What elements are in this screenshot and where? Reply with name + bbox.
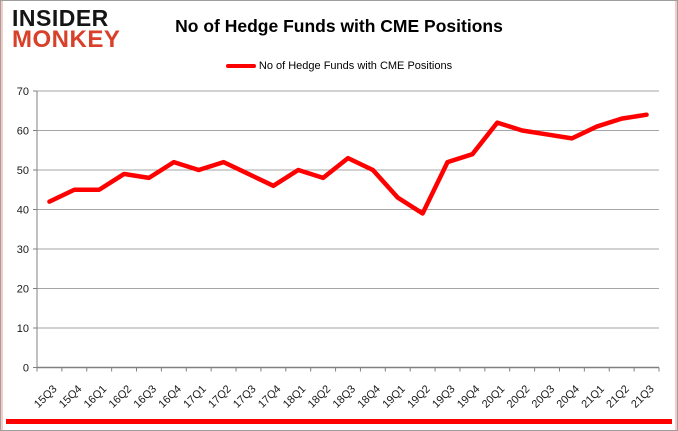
x-axis-label: 17Q3: [231, 383, 259, 411]
x-axis-label: 19Q1: [380, 383, 408, 411]
x-axis-label: 16Q4: [156, 383, 184, 411]
x-axis-label: 20Q1: [480, 383, 508, 411]
x-axis-label: 18Q2: [306, 383, 334, 411]
x-axis-label: 19Q3: [430, 383, 458, 411]
legend-line-swatch: [225, 64, 256, 68]
x-axis-label: 17Q1: [181, 383, 209, 411]
logo-insider-text: INSIDER: [12, 5, 109, 31]
x-axis-label: 19Q2: [405, 383, 433, 411]
x-axis-label: 18Q3: [331, 383, 359, 411]
x-axis-label: 15Q4: [57, 383, 85, 411]
y-axis-label: 50: [17, 165, 29, 177]
x-axis-label: 21Q3: [629, 383, 657, 411]
data-series-line: [47, 112, 649, 216]
x-axis-label: 20Q2: [505, 383, 533, 411]
y-axis-label: 0: [23, 363, 29, 375]
y-axis-label: 10: [17, 323, 29, 335]
x-axis-label: 16Q3: [132, 383, 160, 411]
y-axis-label: 40: [17, 205, 29, 217]
bottom-red-bar: [6, 419, 672, 424]
x-axis-label: 17Q2: [206, 383, 234, 411]
legend-label: No of Hedge Funds with CME Positions: [258, 60, 453, 72]
y-axis-label: 20: [17, 284, 29, 296]
x-axis-label: 20Q4: [555, 383, 583, 411]
x-axis-label: 20Q3: [530, 383, 558, 411]
y-axis-label: 70: [17, 86, 29, 98]
x-axis-label: 19Q4: [455, 383, 483, 411]
x-axis-label: 16Q2: [107, 383, 135, 411]
insider-monkey-logo: INSIDER MONKEY: [12, 5, 121, 54]
legend: No of Hedge Funds with CME Positions: [1, 60, 677, 72]
x-axis-label: 17Q4: [256, 383, 284, 411]
logo-monkey-text: MONKEY: [12, 26, 121, 54]
x-axis-label: 18Q4: [355, 383, 383, 411]
y-axis-label: 60: [17, 126, 29, 138]
x-axis-label: 16Q1: [82, 383, 110, 411]
x-axis-label: 15Q3: [32, 383, 60, 411]
x-axis-label: 18Q1: [281, 383, 309, 411]
chart-title: No of Hedge Funds with CME Positions: [175, 16, 503, 36]
y-axis-label: 30: [17, 244, 29, 256]
x-axis-label: 21Q1: [579, 383, 607, 411]
x-axis-label: 21Q2: [604, 383, 632, 411]
